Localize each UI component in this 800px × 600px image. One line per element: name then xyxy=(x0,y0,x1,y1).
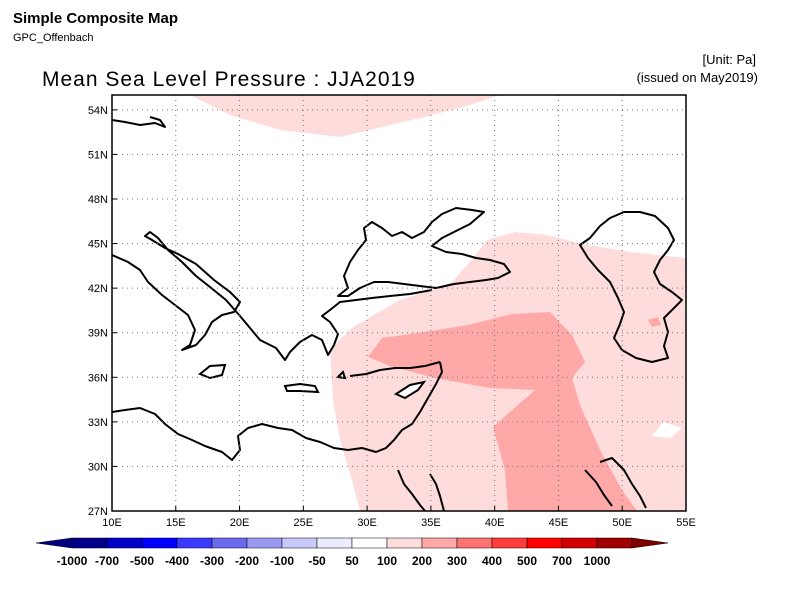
colorbar-swatch xyxy=(526,537,563,549)
header-subtitle: GPC_Offenbach xyxy=(13,32,94,44)
colorbar-swatch xyxy=(456,537,493,549)
y-tick-labels: 27N 30N 33N 36N 39N 42N 45N 48N 51N 54N xyxy=(88,105,108,518)
colorbar-label: -50 xyxy=(308,554,326,568)
colorbar xyxy=(35,537,669,549)
coastlines xyxy=(112,116,683,511)
coast-mediterranean-south xyxy=(112,361,443,461)
colorbar-swatch xyxy=(71,537,108,549)
colorbar-label: -700 xyxy=(95,554,119,568)
colorbar-label: -100 xyxy=(270,554,294,568)
y-tick-label: 27N xyxy=(88,506,108,518)
x-tick-label: 45E xyxy=(549,517,569,529)
coast-caspian xyxy=(579,211,683,363)
y-tick-label: 33N xyxy=(88,417,108,429)
shade-mid-center xyxy=(368,312,637,511)
colorbar-swatch xyxy=(351,537,388,549)
colorbar-label: 200 xyxy=(412,554,432,568)
colorbar-swatch xyxy=(596,537,633,549)
shade-mid-caspian xyxy=(648,317,661,327)
x-tick-label: 55E xyxy=(676,517,696,529)
colorbar-label: -500 xyxy=(130,554,154,568)
x-tick-label: 35E xyxy=(421,517,441,529)
coast-north-europe xyxy=(112,116,166,128)
y-tick-label: 39N xyxy=(88,328,108,340)
colorbar-label: 500 xyxy=(517,554,537,568)
y-tick-label: 45N xyxy=(88,239,108,251)
colorbar-swatch xyxy=(491,537,528,549)
colorbar-label: 700 xyxy=(552,554,572,568)
island-rhodes xyxy=(335,370,347,380)
colorbar-label: 50 xyxy=(345,554,359,568)
y-tick-label: 54N xyxy=(88,105,108,117)
axis-ticks xyxy=(111,109,687,512)
anomaly-shading xyxy=(190,95,686,511)
colorbar-swatch xyxy=(316,537,353,549)
colorbar-swatch xyxy=(141,537,178,549)
colorbar-label: -300 xyxy=(200,554,224,568)
x-tick-label: 10E xyxy=(102,517,122,529)
x-tick-labels: 10E 15E 20E 25E 30E 35E 40E 45E 50E 55E xyxy=(102,517,696,529)
colorbar-swatch xyxy=(386,537,423,549)
y-tick-label: 42N xyxy=(88,283,108,295)
y-tick-label: 51N xyxy=(88,149,108,161)
colorbar-swatch xyxy=(106,537,143,549)
colorbar-label: 400 xyxy=(482,554,502,568)
islands xyxy=(198,363,427,400)
x-tick-label: 50E xyxy=(612,517,632,529)
shade-white-patch xyxy=(652,422,682,438)
map-title: Mean Sea Level Pressure : JJA2019 xyxy=(42,68,416,91)
colorbar-swatch xyxy=(176,537,213,549)
header-title: Simple Composite Map xyxy=(13,10,179,27)
y-tick-label: 48N xyxy=(88,194,108,206)
colorbar-label: 1000 xyxy=(584,554,611,568)
colorbar-label: 300 xyxy=(447,554,467,568)
colorbar-swatch xyxy=(211,537,248,549)
island-crete xyxy=(283,382,320,394)
x-tick-label: 15E xyxy=(166,517,186,529)
shade-light-north xyxy=(190,95,500,137)
coast-red-sea xyxy=(397,469,445,511)
map-frame xyxy=(111,94,687,512)
colorbar-swatch xyxy=(421,537,458,549)
y-tick-label: 36N xyxy=(88,372,108,384)
colorbar-label: -1000 xyxy=(57,554,88,568)
colorbar-label: -200 xyxy=(235,554,259,568)
colorbar-swatch xyxy=(281,537,318,549)
colorbar-arrow-left xyxy=(35,537,73,549)
x-tick-label: 25E xyxy=(294,517,314,529)
coast-gulf xyxy=(584,457,647,509)
y-tick-label: 30N xyxy=(88,461,108,473)
colorbar-swatch xyxy=(246,537,283,549)
issued-label: (issued on May2019) xyxy=(636,70,758,85)
x-tick-label: 30E xyxy=(357,517,377,529)
colorbar-labels: -1000 -700 -500 -400 -300 -200 -100 -50 50 100 200… xyxy=(57,554,611,568)
coast-black-sea xyxy=(337,207,511,297)
grid xyxy=(112,95,686,511)
x-tick-label: 20E xyxy=(230,517,250,529)
island-sicily xyxy=(198,363,227,380)
colorbar-label: 100 xyxy=(377,554,397,568)
coast-anatolia-south xyxy=(349,361,441,377)
colorbar-swatch xyxy=(561,537,598,549)
unit-label: [Unit: Pa] xyxy=(702,52,756,67)
coast-mediterranean-north xyxy=(112,231,433,361)
island-cyprus xyxy=(393,380,427,400)
colorbar-arrow-right xyxy=(631,537,669,549)
x-tick-label: 40E xyxy=(485,517,505,529)
colorbar-label: -400 xyxy=(165,554,189,568)
